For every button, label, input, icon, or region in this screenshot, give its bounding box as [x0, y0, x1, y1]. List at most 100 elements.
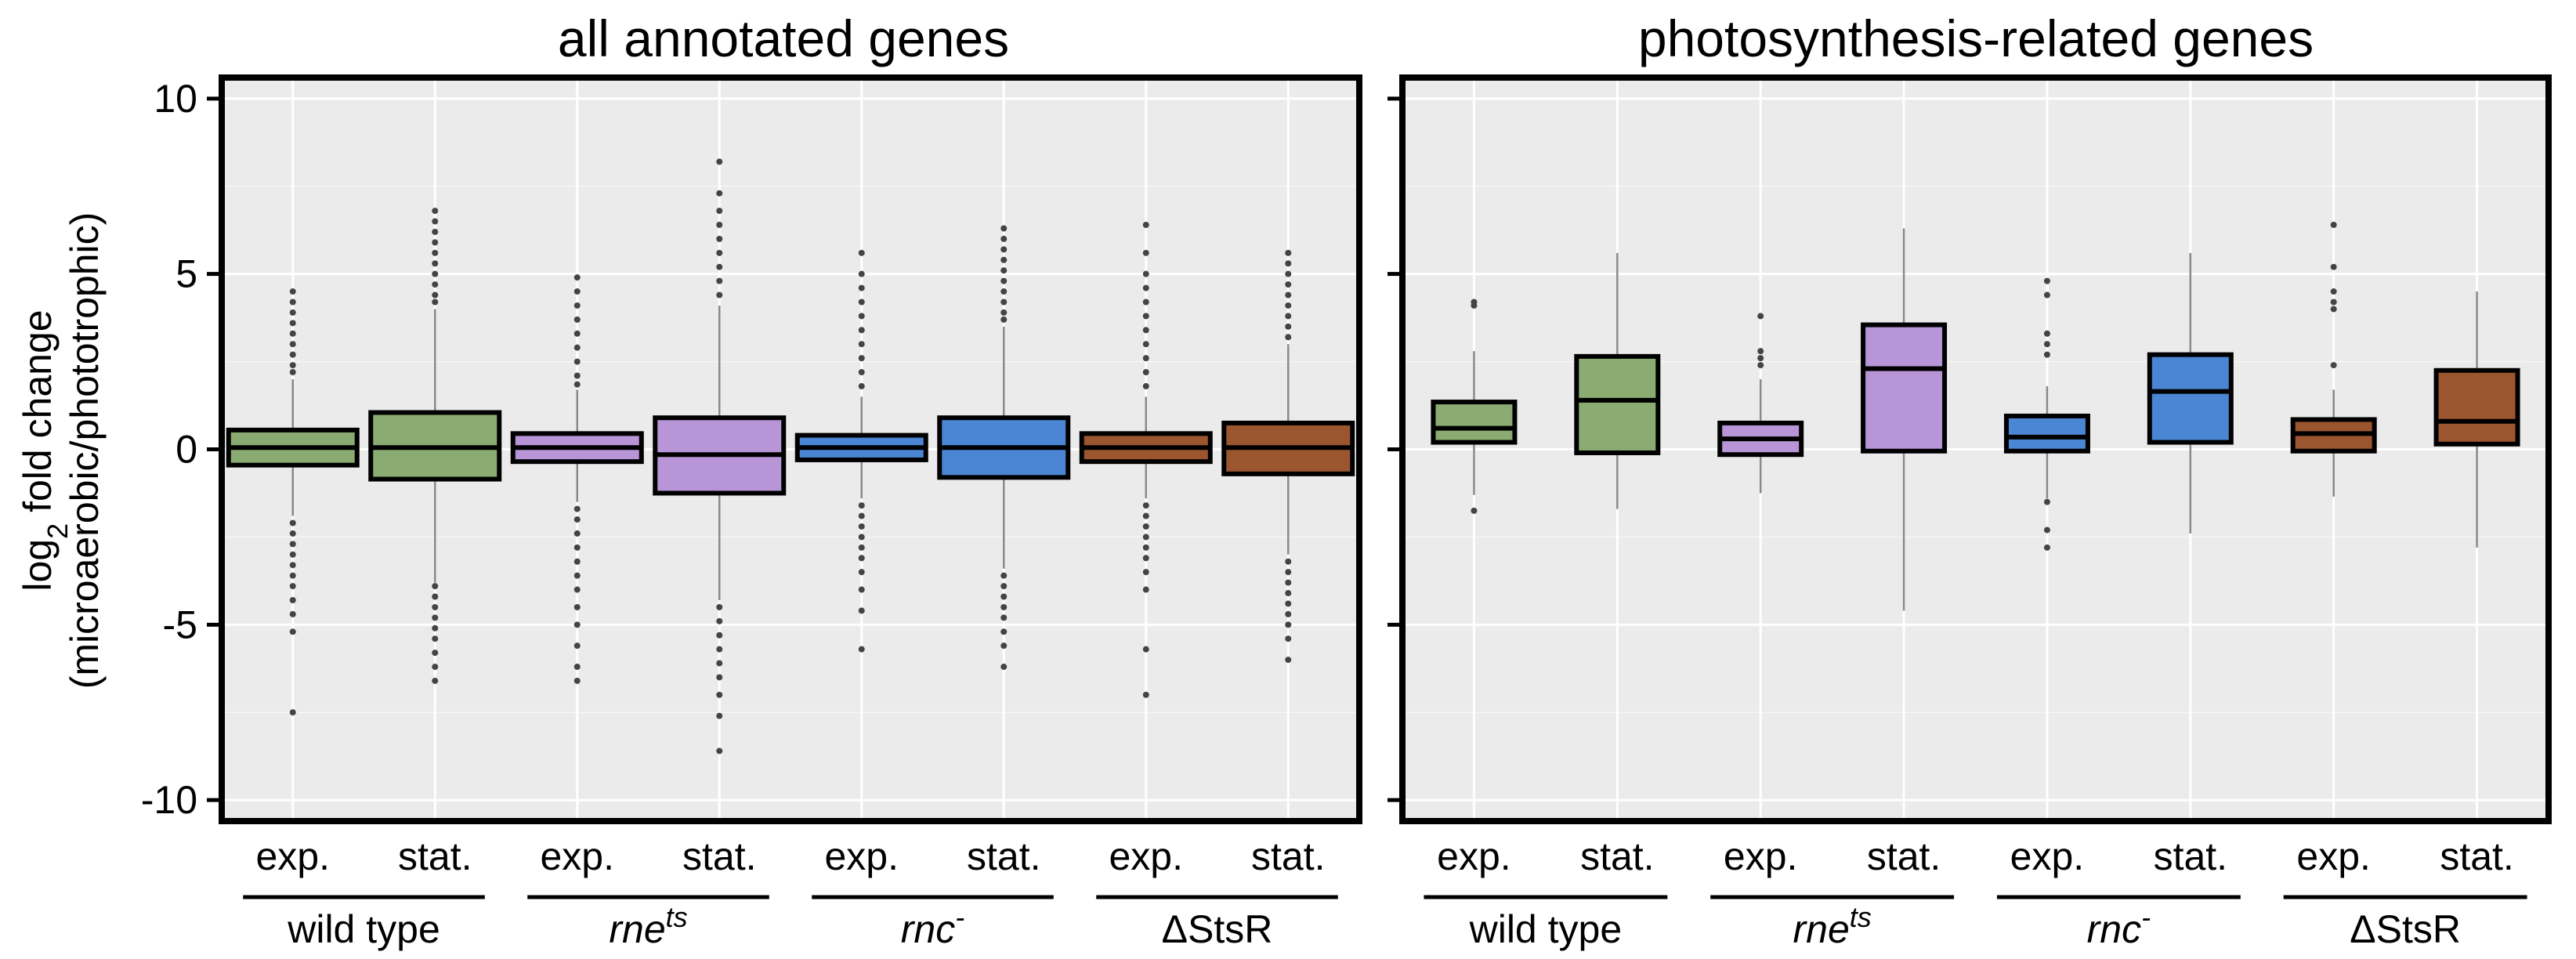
figure: log2 fold change (microaerobic/phototrop… [0, 0, 2576, 959]
outlier-point [716, 632, 722, 639]
outlier-point [1143, 327, 1149, 333]
outlier-point [1285, 250, 1291, 256]
x-tick-label: stat. [1251, 834, 1325, 878]
outlier-point [1285, 281, 1291, 288]
outlier-point [574, 506, 581, 512]
outlier-point [574, 345, 581, 351]
outlier-point [574, 678, 581, 684]
outlier-point [716, 222, 722, 228]
x-tick-label: exp. [1437, 834, 1511, 878]
outlier-point [1285, 559, 1291, 565]
outlier-point [574, 372, 581, 378]
outlier-point [716, 660, 722, 667]
outlier-point [432, 219, 438, 225]
outlier-point [2331, 299, 2337, 305]
outlier-point [574, 331, 581, 337]
panel-photosynthesis-genes [1402, 78, 2549, 821]
x-tick-label: exp. [540, 834, 614, 878]
outlier-point [290, 520, 296, 527]
outlier-point [859, 327, 865, 333]
outlier-point [290, 362, 296, 368]
x-tick-label: stat. [967, 834, 1040, 878]
group-label: rnc- [901, 901, 964, 952]
outlier-point [1143, 355, 1149, 361]
outlier-point [716, 264, 722, 270]
outlier-point [859, 607, 865, 613]
outlier-point [716, 674, 722, 680]
x-tick-label: stat. [1580, 834, 1654, 878]
outlier-point [2044, 292, 2050, 299]
outlier-point [574, 621, 581, 628]
outlier-point [1285, 324, 1291, 330]
outlier-point [859, 523, 865, 530]
outlier-point [716, 208, 722, 214]
outlier-point [1143, 646, 1149, 653]
outlier-point [574, 382, 581, 388]
outlier-point [716, 158, 722, 165]
outlier-point [1000, 299, 1007, 305]
outlier-point [1000, 246, 1007, 252]
outlier-point [574, 573, 581, 579]
outlier-point [290, 552, 296, 558]
group-label: ΔStsR [2350, 907, 2461, 951]
outlier-point [290, 628, 296, 635]
outlier-point [859, 383, 865, 389]
outlier-point [1471, 302, 1477, 309]
outlier-point [432, 614, 438, 621]
outlier-point [290, 583, 296, 589]
outlier-point [859, 545, 865, 551]
outlier-point [1757, 313, 1764, 319]
outlier-point [574, 274, 581, 280]
outlier-point [1000, 309, 1007, 316]
y-tick-label: -5 [163, 603, 197, 646]
outlier-point [859, 555, 865, 561]
outlier-point [716, 646, 722, 653]
outlier-point [290, 341, 296, 347]
outlier-point [1000, 628, 1007, 635]
outlier-point [574, 545, 581, 551]
outlier-point [2331, 362, 2337, 368]
outlier-point [432, 604, 438, 610]
outlier-point [290, 611, 296, 617]
outlier-point [2044, 527, 2050, 533]
outlier-point [432, 239, 438, 245]
x-tick-label: exp. [1724, 834, 1798, 878]
outlier-point [1285, 611, 1291, 617]
outlier-point [716, 236, 722, 242]
outlier-point [1143, 285, 1149, 291]
outlier-point [1000, 267, 1007, 273]
outlier-point [1000, 594, 1007, 600]
outlier-point [716, 292, 722, 299]
outlier-point [432, 625, 438, 631]
outlier-point [859, 250, 865, 256]
x-tick-label: stat. [398, 834, 472, 878]
group-label: wild type [1469, 907, 1623, 951]
outlier-point [1471, 508, 1477, 514]
outlier-point [432, 208, 438, 214]
outlier-point [1143, 271, 1149, 277]
outlier-point [432, 271, 438, 277]
outlier-point [716, 250, 722, 256]
outlier-point [1000, 225, 1007, 231]
outlier-point [290, 352, 296, 358]
outlier-point [859, 587, 865, 593]
outlier-point [1143, 250, 1149, 256]
box-iqr [2150, 355, 2231, 443]
outlier-point [574, 559, 581, 565]
outlier-point [574, 516, 581, 523]
outlier-point [1000, 642, 1007, 649]
outlier-point [1285, 302, 1291, 309]
outlier-point [1285, 621, 1291, 628]
x-axis: exp. stat. exp. stat. exp. stat. exp. stat.wild… [243, 834, 2527, 951]
outlier-point [1285, 635, 1291, 642]
outlier-point [1000, 236, 1007, 242]
outlier-point [1285, 260, 1291, 266]
outlier-point [1143, 341, 1149, 347]
outlier-point [1000, 614, 1007, 621]
outlier-point [1285, 569, 1291, 575]
outlier-point [1143, 222, 1149, 228]
outlier-point [574, 302, 581, 309]
outlier-point [2331, 288, 2337, 295]
outlier-point [859, 513, 865, 519]
outlier-point [290, 309, 296, 316]
